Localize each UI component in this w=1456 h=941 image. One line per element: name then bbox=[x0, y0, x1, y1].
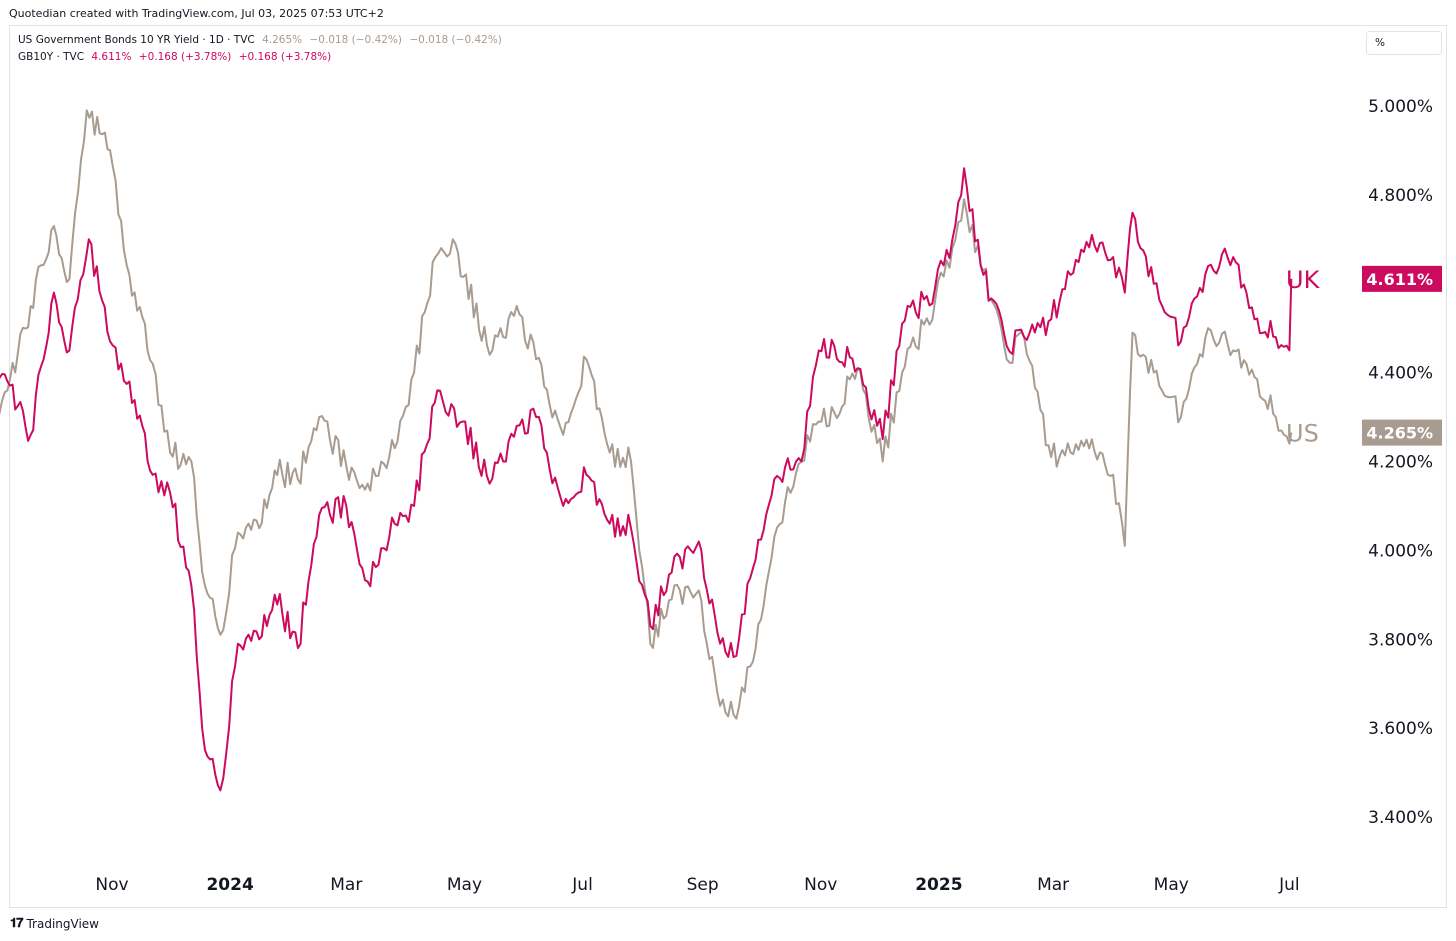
series-line-us bbox=[0, 109, 1293, 720]
x-tick-label: Nov bbox=[95, 875, 128, 895]
y-axis: 5.000% 4.800% 4.400% 4.200% 4.000% 3.800% 3.60… bbox=[1368, 97, 1433, 828]
legend-symbol-name: GB10Y · TVC bbox=[18, 51, 85, 63]
legend-row-uk[interactable]: GB10Y · TVC 4.611% +0.168 (+3.78%) +0.16… bbox=[18, 51, 335, 63]
tradingview-footer[interactable]: 𝟏𝟕 TradingView bbox=[10, 916, 99, 931]
x-axis: Nov 2024 Mar May Jul Sep Nov 2025 Mar May Jul bbox=[95, 875, 1299, 895]
x-tick-label: 2024 bbox=[206, 875, 253, 895]
y-tick-label: 3.800% bbox=[1368, 630, 1433, 650]
y-tick-label: 4.200% bbox=[1368, 453, 1433, 473]
footer-brand: TradingView bbox=[26, 916, 99, 931]
legend-symbol-name: US Government Bonds 10 YR Yield · 1D · T… bbox=[18, 34, 255, 46]
x-tick-label: Sep bbox=[687, 875, 719, 895]
legend-change-2: +0.168 (+3.78%) bbox=[238, 51, 332, 63]
legend-row-us[interactable]: US Government Bonds 10 YR Yield · 1D · T… bbox=[18, 34, 506, 46]
x-tick-label: May bbox=[447, 875, 482, 895]
series-line-uk bbox=[0, 167, 1293, 792]
price-tag-value: 4.265% bbox=[1366, 424, 1433, 443]
x-tick-label: Nov bbox=[804, 875, 837, 895]
y-tick-label: 4.400% bbox=[1368, 364, 1433, 384]
price-tag-box bbox=[1362, 265, 1442, 292]
series-tags: 4.265% US 4.611% UK bbox=[1286, 265, 1442, 448]
x-tick-label: Mar bbox=[1037, 875, 1069, 895]
x-tick-label: Jul bbox=[1278, 875, 1300, 895]
price-tag-us: 4.265% bbox=[1362, 419, 1442, 446]
series-label-uk: UK bbox=[1286, 266, 1321, 294]
legend-change: −0.018 (−0.42%) bbox=[309, 34, 403, 46]
y-tick-label: 4.000% bbox=[1368, 541, 1433, 561]
legend-change: +0.168 (+3.78%) bbox=[138, 51, 232, 63]
series-lines bbox=[0, 109, 1293, 792]
price-tag-box bbox=[1362, 419, 1442, 446]
x-tick-label: Mar bbox=[330, 875, 362, 895]
chart-frame bbox=[9, 25, 1447, 908]
chart-credit: Quotedian created with TradingView.com, … bbox=[9, 7, 384, 20]
price-tag-value: 4.611% bbox=[1366, 270, 1433, 289]
scale-mode-button[interactable]: % bbox=[1366, 31, 1442, 55]
y-tick-label: 3.400% bbox=[1368, 808, 1433, 828]
legend-last-value: 4.611% bbox=[91, 51, 132, 63]
y-tick-label: 3.600% bbox=[1368, 719, 1433, 739]
series-label-us: US bbox=[1286, 420, 1319, 448]
tradingview-logo-icon: 𝟏𝟕 bbox=[10, 916, 24, 931]
y-tick-label: 4.800% bbox=[1368, 186, 1433, 206]
price-tag-uk: 4.611% bbox=[1362, 265, 1442, 292]
legend-change-2: −0.018 (−0.42%) bbox=[409, 34, 502, 46]
x-tick-label: May bbox=[1154, 875, 1189, 895]
y-tick-label: 5.000% bbox=[1368, 97, 1433, 117]
legend-last-value: 4.265% bbox=[262, 34, 303, 46]
x-tick-label: 2025 bbox=[915, 875, 962, 895]
x-tick-label: Jul bbox=[571, 875, 593, 895]
